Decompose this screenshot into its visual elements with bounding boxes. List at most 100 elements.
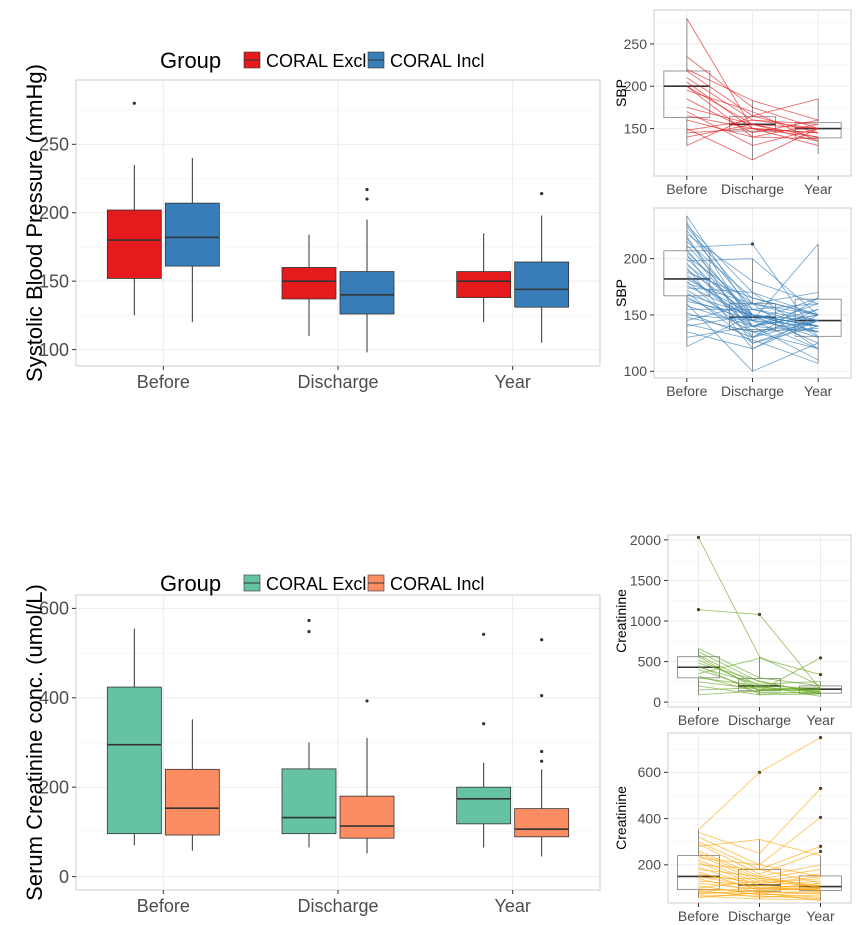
- sbp-box-series1-cat1-box: [339, 271, 395, 315]
- creat-excl-spaghetti-xtick-label: Discharge: [728, 712, 791, 728]
- creat-box-series0-cat2-outlier: [482, 632, 486, 636]
- creat-excl-spaghetti-subject-line: [698, 666, 821, 685]
- sbp-box-series0-cat0-box: [106, 209, 162, 279]
- sbp-excl-spaghetti-subject-line: [686, 128, 819, 146]
- creat-incl-spaghetti-subject-line: [698, 737, 821, 831]
- creat-box-series1-cat0-box: [164, 768, 220, 836]
- creat-excl-spaghetti-xtick-label: Before: [678, 712, 719, 728]
- sbp-excl-spaghetti-subject-line: [686, 115, 819, 146]
- creat-incl-spaghetti-subject-line: [698, 873, 821, 884]
- creat-excl-spaghetti-subject-line: [698, 657, 821, 675]
- creat-box-ytick-label: 400: [39, 688, 69, 708]
- sbp-box-ytick-label: 250: [39, 135, 69, 155]
- creat-box-xtick-label: Discharge: [297, 896, 378, 916]
- sbp-box-series0-cat2-box: [456, 271, 512, 298]
- sbp-box-ytick-label: 200: [39, 203, 69, 223]
- creat-incl-spaghetti-ylabel: Creatinine: [613, 786, 629, 850]
- creat-incl-spaghetti-subject-line: [698, 892, 821, 902]
- creat-box-series1-cat2-box: [514, 808, 570, 838]
- creat-box-series0-cat0-box: [106, 686, 162, 835]
- sbp-excl-spaghetti-xtick-label: Before: [666, 181, 707, 197]
- sbp-incl-spaghetti-subject-line: [686, 285, 819, 338]
- creat-box-legend-label-0: CORAL Excl: [266, 574, 366, 594]
- creat-incl-spaghetti-subject-line: [698, 869, 821, 889]
- sbp-excl-spaghetti-subject-line: [686, 111, 819, 146]
- creat-excl-spaghetti-cat2-outlier: [818, 672, 823, 677]
- creat-box-xtick-label: Before: [137, 896, 190, 916]
- creat-incl-spaghetti-xtick-label: Year: [806, 908, 835, 924]
- sbp-excl-spaghetti-subject-line: [686, 68, 819, 121]
- creatinine-excl-spaghetti-panel: 0 500 1000 1500 2000 Creatinine Before Discharg…: [613, 532, 852, 728]
- sbp-box-series1-cat0-box: [164, 202, 220, 267]
- creat-box-series1-cat2-outlier: [540, 749, 544, 754]
- creat-box-ytick-label: 200: [39, 777, 69, 797]
- sbp-excl-spaghetti-cat2-box: [794, 122, 842, 139]
- creat-box-series0-cat2-outlier: [482, 722, 486, 726]
- creat-incl-spaghetti-ytick-label: 200: [638, 857, 662, 873]
- sbp-incl-spaghetti-subject-line: [686, 314, 819, 350]
- sbp-incl-spaghetti-xtick-label: Year: [804, 383, 833, 399]
- sbp-box-ytick-label: 100: [39, 340, 69, 360]
- sbp-incl-spaghetti-xtick-label: Discharge: [721, 383, 784, 399]
- creat-excl-spaghetti-subject-line: [698, 681, 821, 692]
- sbp-incl-spaghetti-subject-line: [686, 243, 819, 338]
- sbp-excl-spaghetti-subject-line: [686, 119, 819, 140]
- creat-excl-spaghetti-ylabel: Creatinine: [613, 589, 629, 653]
- creat-incl-spaghetti-subject-line: [698, 880, 821, 889]
- sbp-box-series1-cat1-outlier: [365, 197, 369, 201]
- sbp-box-xtick-label: Discharge: [297, 372, 378, 392]
- creat-excl-spaghetti-xtick-label: Year: [806, 712, 835, 728]
- creat-incl-spaghetti-subject-line: [698, 857, 821, 877]
- sbp-excl-spaghetti-subject-line: [686, 123, 819, 142]
- sbp-excl-spaghetti-subject-line: [686, 128, 819, 161]
- creat-excl-spaghetti-subject-line: [698, 687, 821, 693]
- sbp-excl-spaghetti-ytick-label: 250: [624, 36, 648, 52]
- creat-box-legend-title: Group: [160, 571, 221, 596]
- sbp-box-series0-cat1-box: [281, 267, 337, 300]
- sbp-excl-spaghetti-ytick-label: 200: [624, 78, 648, 94]
- creat-box-series0-cat1-box: [281, 768, 337, 835]
- sbp-incl-spaghetti-panel: 100 150 200 SBP Before Discharge Year: [613, 207, 852, 399]
- creat-excl-spaghetti-subject-line: [698, 665, 821, 695]
- creat-box-series0-cat2-box: [456, 786, 512, 825]
- creat-box-ylabel: Serum Creatinine conc. (umol/L): [22, 584, 47, 901]
- creat-excl-spaghetti-ytick-label: 2000: [630, 532, 661, 548]
- sbp-box-series1-cat2-box: [514, 261, 570, 308]
- sbp-incl-spaghetti-subject-line: [686, 258, 819, 316]
- creat-excl-spaghetti-ytick-label: 1500: [630, 572, 661, 588]
- creat-box-legend-label-1: CORAL Incl: [390, 574, 484, 594]
- sbp-incl-spaghetti-cat2-box: [794, 298, 842, 337]
- creat-box-ytick-label: 600: [39, 599, 69, 619]
- sbp-box-series1-cat2-outlier: [540, 191, 544, 196]
- creat-box-ytick-label: 0: [59, 867, 69, 887]
- creat-box-series1-cat2-outlier: [540, 638, 544, 642]
- sbp-incl-spaghetti-ytick-label: 150: [624, 307, 648, 323]
- sbp-box-ylabel: Systolic Blood Pressure (mmHg): [22, 64, 47, 382]
- sbp-incl-spaghetti-subject-line: [686, 287, 819, 316]
- sbp-box-legend-label-1: CORAL Incl: [390, 51, 484, 71]
- sbp-incl-spaghetti-subject-line: [686, 325, 819, 338]
- creat-incl-spaghetti-ytick-label: 600: [638, 764, 662, 780]
- creat-incl-spaghetti-subject-line: [698, 788, 821, 854]
- creat-box-series1-cat2-outlier: [540, 759, 544, 763]
- creat-excl-spaghetti-subject-line: [698, 537, 821, 687]
- creat-incl-spaghetti-subject-line: [698, 877, 821, 887]
- sbp-box-series1-cat1-outlier: [365, 187, 369, 192]
- creatinine-incl-spaghetti-panel: 200 400 600 Creatinine Before Discharge Year: [613, 732, 852, 924]
- creat-incl-spaghetti-subject-line: [698, 887, 821, 895]
- sbp-incl-spaghetti-subject-line: [686, 308, 819, 327]
- creat-box-series1-cat2-outlier: [540, 693, 544, 698]
- sbp-box-xtick-label: Year: [494, 372, 530, 392]
- sbp-excl-spaghetti-subject-line: [686, 119, 819, 131]
- sbp-excl-spaghetti-panel: 150 200 250 SBP Before Discharge Year: [613, 9, 852, 197]
- creat-incl-spaghetti-subject-line: [698, 843, 821, 875]
- creat-excl-spaghetti-subject-line: [698, 609, 821, 690]
- creat-incl-spaghetti-xtick-label: Before: [678, 908, 719, 924]
- creat-excl-spaghetti-ytick-label: 500: [638, 653, 662, 669]
- sbp-box-legend-title: Group: [160, 48, 221, 73]
- sbp-incl-spaghetti-subject-line: [686, 303, 819, 322]
- sbp-box-legend-label-0: CORAL Excl: [266, 51, 366, 71]
- sbp-incl-spaghetti-subject-line: [686, 271, 819, 316]
